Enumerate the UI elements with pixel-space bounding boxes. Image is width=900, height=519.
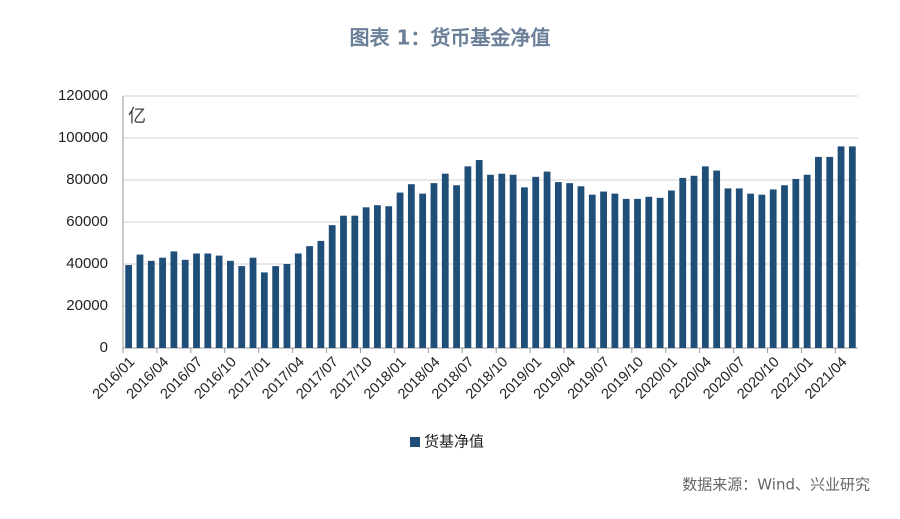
y-tick-label: 60000	[66, 213, 108, 230]
bar	[837, 146, 845, 348]
y-tick-label: 40000	[66, 255, 108, 272]
bar	[136, 254, 144, 348]
bar	[260, 272, 268, 348]
bar	[588, 194, 596, 348]
bar	[351, 215, 359, 348]
bar	[792, 178, 800, 348]
bar	[238, 266, 246, 348]
bar	[701, 166, 709, 348]
bar	[362, 207, 370, 348]
legend-label: 货基净值	[424, 433, 484, 451]
y-tick-label: 120000	[58, 87, 108, 104]
chart-title: 图表 1：货币基金净值	[350, 26, 551, 50]
bar	[803, 174, 811, 348]
bar	[747, 193, 754, 348]
bar	[249, 257, 257, 348]
source: 数据来源：Wind、兴业研究	[682, 476, 870, 494]
bar	[407, 184, 415, 348]
bar	[713, 170, 721, 348]
bar	[509, 174, 517, 348]
bar	[306, 246, 313, 348]
unit-label: 亿	[128, 106, 146, 127]
y-tick-label: 20000	[66, 297, 108, 314]
bar	[645, 196, 653, 348]
bar	[396, 192, 404, 348]
bar	[419, 193, 427, 348]
bar	[735, 188, 743, 348]
bar	[181, 259, 189, 348]
bar	[532, 176, 540, 348]
bar	[668, 190, 675, 348]
bar	[272, 266, 280, 348]
bar	[453, 185, 460, 348]
bar	[340, 215, 347, 348]
bar	[328, 225, 336, 348]
bar	[769, 189, 777, 348]
bar	[826, 156, 834, 348]
bar	[147, 260, 155, 348]
bar	[283, 264, 291, 348]
bar	[781, 185, 788, 348]
y-tick-label: 80000	[66, 171, 108, 188]
bar	[622, 198, 630, 348]
bar	[690, 175, 698, 348]
bar	[385, 206, 393, 348]
bar	[159, 257, 166, 348]
bar	[554, 182, 562, 348]
bar	[656, 197, 664, 348]
bar	[193, 253, 200, 348]
bar	[487, 174, 494, 348]
bar	[464, 166, 472, 348]
bar	[170, 251, 178, 348]
y-tick-label: 100000	[58, 129, 108, 146]
bar	[125, 265, 133, 348]
bar	[600, 191, 607, 348]
bar	[430, 183, 438, 348]
legend-swatch	[410, 437, 420, 447]
bar	[215, 255, 223, 348]
bar	[634, 198, 641, 348]
bar	[441, 173, 449, 348]
bar	[227, 260, 234, 348]
bar	[521, 187, 528, 348]
y-tick-label: 0	[100, 339, 108, 356]
bar	[317, 240, 325, 348]
bar	[611, 193, 619, 348]
bar	[758, 194, 766, 348]
bar	[679, 177, 687, 348]
bar	[724, 188, 732, 348]
bar	[566, 183, 574, 348]
bar	[848, 146, 856, 348]
bar	[498, 173, 506, 348]
bar	[475, 160, 483, 348]
bar	[374, 205, 381, 348]
bar	[543, 171, 551, 348]
bar	[815, 156, 822, 348]
bar	[204, 253, 212, 348]
bar	[294, 253, 302, 348]
bar	[577, 186, 585, 348]
